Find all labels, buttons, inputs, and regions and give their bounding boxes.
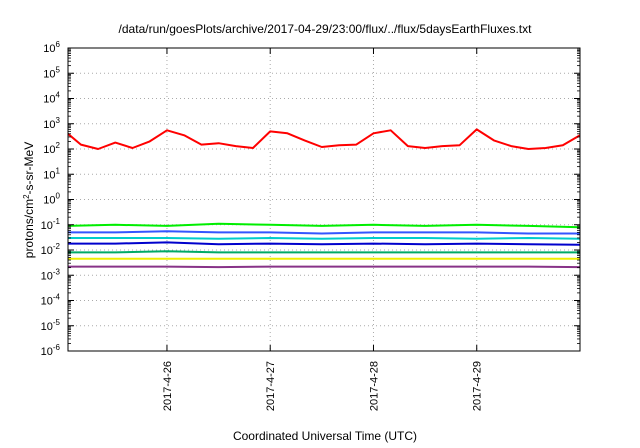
y-tick-exp: -1: [53, 217, 61, 226]
y-tick-exp: -5: [53, 318, 61, 327]
y-tick-exp: 5: [56, 65, 61, 74]
x-tick-labels: 2017-4-26 2017-4-27 2017-4-28 2017-4-29: [162, 361, 484, 411]
y-tick-base: 10: [41, 245, 53, 257]
y-tick-label: 100: [43, 192, 60, 207]
y-tick-label: 104: [43, 91, 60, 106]
y-tick-label: 10-1: [41, 217, 61, 232]
y-tick-label: 10-3: [41, 267, 61, 282]
y-tick-exp: 3: [56, 116, 61, 125]
y-tick-exp: -6: [53, 343, 61, 352]
y-tick-label: 10-4: [41, 293, 61, 308]
y-tick-exp: 1: [56, 166, 61, 175]
y-tick-exp: -3: [53, 267, 61, 276]
y-tick-base: 10: [41, 220, 53, 232]
y-tick-base: 10: [41, 296, 53, 308]
y-tick-label: 103: [43, 116, 60, 131]
y-tick-label: 10-5: [41, 318, 61, 333]
y-tick-exp: -4: [53, 293, 61, 302]
axis-ticks: [68, 47, 580, 352]
series-line-7: [68, 265, 581, 269]
y-tick-label: 10-6: [41, 343, 61, 358]
y-tick-label: 101: [43, 166, 60, 181]
y-axis-label: protons/cm2-s-sr-MeV: [22, 142, 37, 258]
y-tick-exp: -2: [53, 242, 61, 251]
y-tick-base: 10: [43, 68, 55, 80]
series-line-2: [68, 230, 580, 235]
y-axis-label-suffix: -s-sr-MeV: [22, 142, 36, 195]
y-tick-exp: 2: [56, 141, 61, 150]
y-tick-exp: 6: [56, 40, 61, 49]
series-line-3: [68, 237, 581, 240]
x-tick-label: 2017-4-26: [162, 361, 174, 411]
y-tick-label: 106: [43, 40, 60, 55]
y-tick-exp: 0: [56, 192, 61, 201]
chart-title: /data/run/goesPlots/archive/2017-04-29/2…: [119, 22, 533, 36]
y-tick-base: 10: [41, 270, 53, 282]
y-tick-base: 10: [43, 119, 55, 131]
y-tick-base: 10: [43, 195, 55, 207]
series-line-1: [67, 222, 581, 229]
y-axis-label-sup: 2: [22, 194, 31, 199]
x-tick-label: 2017-4-28: [368, 361, 380, 411]
y-tick-base: 10: [41, 321, 53, 333]
y-tick-label: 105: [43, 65, 60, 80]
series-line-0: [67, 128, 581, 150]
series-line-4: [68, 241, 581, 246]
y-tick-label: 10-2: [41, 242, 61, 257]
y-tick-base: 10: [43, 144, 55, 156]
y-tick-base: 10: [41, 346, 53, 358]
series-lines: [67, 128, 581, 269]
y-tick-labels: 10-610-510-410-310-210-11001011021031041…: [41, 40, 61, 358]
x-tick-label: 2017-4-27: [265, 361, 277, 411]
series-line-5: [68, 250, 580, 254]
y-tick-base: 10: [43, 169, 55, 181]
y-tick-exp: 4: [56, 91, 61, 100]
grid-lines: [68, 48, 580, 351]
y-tick-label: 102: [43, 141, 60, 156]
x-axis-label: Coordinated Universal Time (UTC): [233, 429, 417, 443]
y-tick-base: 10: [43, 94, 55, 106]
x-tick-label: 2017-4-29: [472, 361, 484, 411]
y-axis-label-prefix: protons/cm: [22, 199, 36, 258]
y-tick-base: 10: [43, 43, 55, 55]
